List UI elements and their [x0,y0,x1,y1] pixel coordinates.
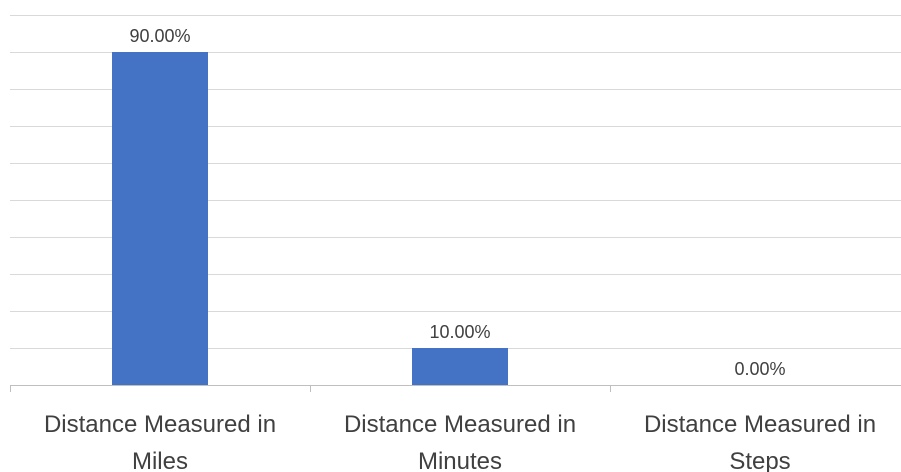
bars [112,52,508,385]
data-label: 10.00% [429,322,490,342]
bar [112,52,208,385]
x-tick-label-line: Miles [132,448,188,472]
x-tick-label-line: Steps [729,448,790,472]
data-label: 90.00% [129,26,190,46]
data-label: 0.00% [734,359,785,379]
x-tick-label: Distance Measured in Steps [644,411,876,472]
bar [412,348,508,385]
x-tick-label-line: Distance Measured in [344,411,576,438]
x-tick-label-line: Minutes [418,448,502,472]
x-tick-label-line: Distance Measured in [644,411,876,438]
data-labels: 90.00% 10.00% 0.00% [129,26,785,379]
x-axis [10,385,901,392]
x-tick-label-line: Distance Measured in [44,411,276,438]
x-tick-label: Distance Measured in Minutes [344,411,576,472]
x-tick-label: Distance Measured in Miles [44,411,276,472]
